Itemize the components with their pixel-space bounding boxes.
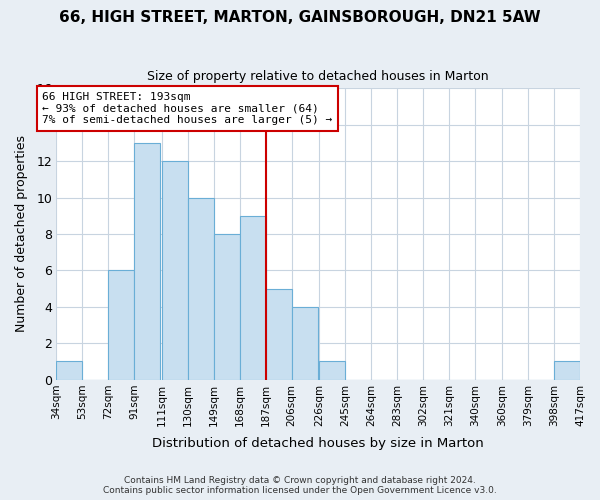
Bar (292, 307, 317, 380)
Bar (109, 270, 134, 380)
Bar (161, 161, 188, 380)
Text: Contains HM Land Registry data © Crown copyright and database right 2024.
Contai: Contains HM Land Registry data © Crown c… (103, 476, 497, 495)
Y-axis label: Number of detached properties: Number of detached properties (15, 136, 28, 332)
Title: Size of property relative to detached houses in Marton: Size of property relative to detached ho… (148, 70, 489, 83)
Text: 66, HIGH STREET, MARTON, GAINSBOROUGH, DN21 5AW: 66, HIGH STREET, MARTON, GAINSBOROUGH, D… (59, 10, 541, 25)
Bar (56, 362, 82, 380)
X-axis label: Distribution of detached houses by size in Marton: Distribution of detached houses by size … (152, 437, 484, 450)
Bar (134, 143, 160, 380)
Bar (188, 198, 214, 380)
Bar (239, 216, 266, 380)
Bar (214, 234, 239, 380)
Text: 66 HIGH STREET: 193sqm
← 93% of detached houses are smaller (64)
7% of semi-deta: 66 HIGH STREET: 193sqm ← 93% of detached… (43, 92, 333, 125)
Bar (319, 362, 345, 380)
Bar (266, 288, 292, 380)
Bar (554, 362, 580, 380)
